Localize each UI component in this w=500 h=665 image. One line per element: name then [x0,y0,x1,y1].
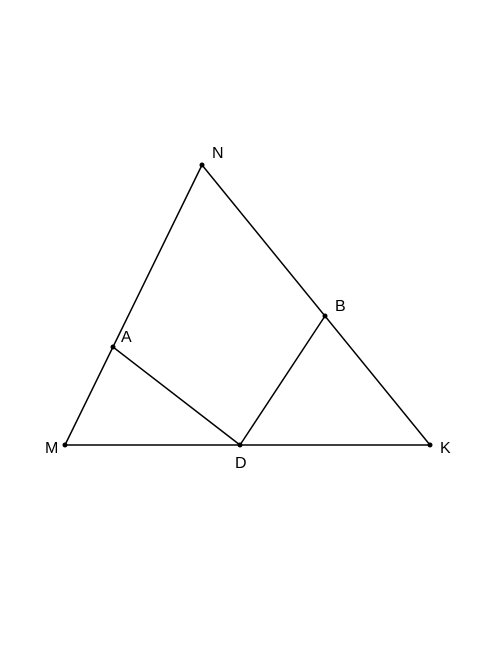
point-N [200,163,205,168]
edge-MN [65,165,202,445]
label-B: B [335,298,346,316]
edges-group [65,165,430,445]
label-K: K [440,440,451,458]
edge-BD [240,316,325,445]
point-K [428,443,433,448]
point-D [238,443,243,448]
label-N: N [212,145,224,163]
edge-AD [113,347,240,445]
label-D: D [235,455,247,473]
point-B [323,314,328,319]
edge-NK [202,165,430,445]
point-M [63,443,68,448]
points-group [63,163,433,448]
geometry-diagram: N M K D A B [0,0,500,665]
point-A [111,345,116,350]
label-A: A [121,329,132,347]
label-M: M [45,440,58,458]
diagram-svg [0,0,500,665]
